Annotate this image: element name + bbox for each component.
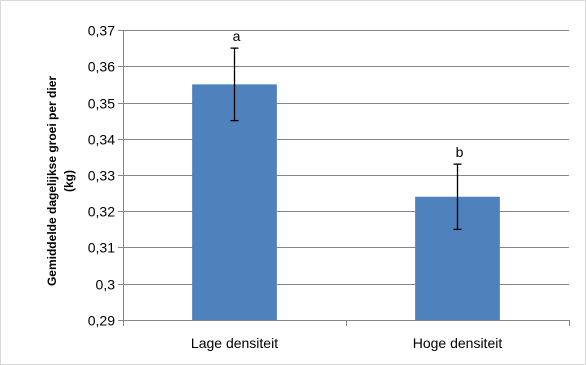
bar <box>192 84 277 320</box>
y-tick-label: 0,32 <box>88 204 115 220</box>
y-tick-label: 0,37 <box>88 23 115 39</box>
axes <box>118 30 570 326</box>
y-tick-label: 0,33 <box>88 168 115 184</box>
y-axis-title-line-1: Gemiddelde dagelijkse groei per dier <box>45 76 59 286</box>
y-tick-label: 0,35 <box>88 96 115 112</box>
significance-label: b <box>456 144 464 160</box>
labels: 0,29 0,3 0,31 0,32 0,33 0,34 0,35 0,36 0,37 a Lage… <box>88 23 503 352</box>
y-tick-label: 0,29 <box>88 313 115 329</box>
significance-label: a <box>233 28 241 44</box>
y-tick-label: 0,3 <box>96 277 116 293</box>
x-category-label: Lage densiteit <box>191 335 278 351</box>
x-category-label: Hoge densiteit <box>413 335 503 351</box>
y-tick-label: 0,36 <box>88 59 115 75</box>
gridlines <box>123 30 569 321</box>
error-bars <box>230 47 462 231</box>
y-axis-title-line-2: (kg) <box>62 170 76 192</box>
y-tick-label: 0,31 <box>88 240 115 256</box>
y-tick-label: 0,34 <box>88 132 115 148</box>
